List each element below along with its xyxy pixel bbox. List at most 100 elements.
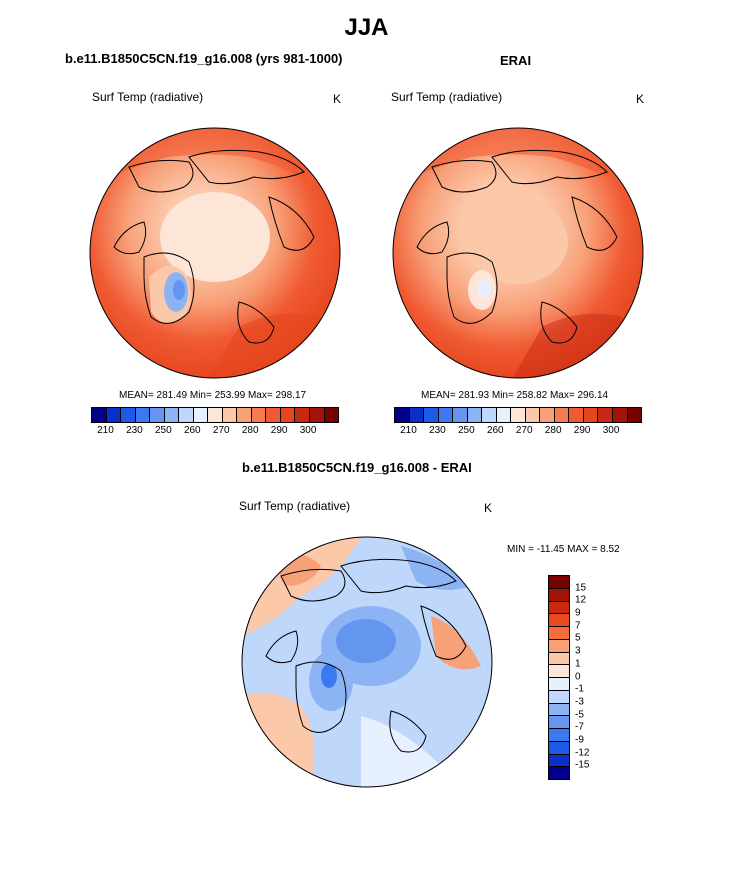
model-colorbar-tick-label: 260 [183,425,201,436]
model-colorbar-swatch [106,408,122,422]
diff-units-label: K [484,501,493,515]
model-colorbar-tick-label: 280 [241,425,259,436]
diff-colorbar-swatch [549,754,569,768]
model-colorbar-swatch [135,408,151,422]
model-colorbar-swatch [222,408,238,422]
obs-colorbar-swatch [511,408,526,422]
diff-colorbar-swatch [549,665,569,678]
diff-colorbar-swatch [549,601,569,615]
diff-colorbar-swatch [549,627,569,640]
diff-colorbar-swatch [549,767,569,779]
diff-colorbar-tick-label: -3 [575,696,584,708]
model-colorbar-swatch [193,408,209,422]
model-colorbar-tick-label: 250 [155,425,172,436]
obs-colorbar-tick-label: 250 [458,425,475,436]
obs-colorbar-swatch [627,408,642,422]
diff-colorbar [548,575,570,780]
model-variable-label: Surf Temp (radiative) [92,90,204,104]
diff-colorbar-tick-label: 3 [575,645,581,657]
obs-polar-map [392,127,644,379]
model-colorbar-tick-label: 300 [299,425,317,436]
diff-colorbar-tick-label: -15 [575,759,590,771]
model-colorbar-swatch [208,408,223,422]
obs-colorbar-tick-label: 270 [515,425,533,436]
obs-colorbar-tick-label: 260 [486,425,504,436]
obs-colorbar-swatch [453,408,468,422]
obs-units-label: K [636,92,645,106]
obs-colorbar-swatch [540,408,555,422]
model-colorbar-swatch [251,408,267,422]
model-colorbar-tick-label: 210 [97,425,114,436]
model-colorbar-swatch [309,408,325,422]
obs-colorbar-swatch [482,408,497,422]
obs-colorbar-tick-label: 210 [400,425,417,436]
obs-colorbar [394,407,642,423]
diff-polar-map [241,536,493,788]
model-colorbar-tick-label: 230 [126,425,143,436]
model-colorbar-swatch [266,408,281,422]
model-colorbar-swatch [324,408,339,422]
obs-colorbar-tick-label: 280 [544,425,562,436]
diff-colorbar-tick-label: -9 [575,734,584,746]
diff-colorbar-tick-label: 1 [575,658,581,670]
diff-colorbar-swatch [549,614,569,627]
model-colorbar-swatch [237,408,252,422]
obs-colorbar-tick-label: 300 [602,425,620,436]
figure-title: JJA [344,14,389,41]
diff-colorbar-swatch [549,588,569,602]
diff-colorbar-swatch [549,576,569,589]
diff-colorbar-swatch [549,678,569,691]
obs-colorbar-swatch [424,408,439,422]
obs-colorbar-tick-label: 290 [573,425,591,436]
diff-colorbar-tick-label: -1 [575,683,584,695]
obs-colorbar-swatch [438,408,454,422]
model-colorbar [91,407,339,423]
obs-panel-title: ERAI [500,53,532,68]
diff-colorbar-swatch [549,639,569,653]
model-colorbar-swatch [150,408,165,422]
obs-colorbar-swatch [612,408,628,422]
model-colorbar-swatch [92,408,107,422]
model-colorbar-swatch [164,408,180,422]
obs-colorbar-tick-label: 230 [429,425,446,436]
obs-colorbar-swatch [395,408,410,422]
diff-colorbar-tick-label: -12 [575,747,590,759]
model-colorbar-tick-label: 290 [270,425,288,436]
diff-colorbar-swatch [549,729,569,742]
diff-colorbar-swatch [549,690,569,704]
model-polar-map [89,127,341,379]
diff-colorbar-swatch [549,716,569,729]
diff-colorbar-tick-label: 0 [575,671,581,682]
obs-colorbar-swatch [554,408,570,422]
obs-stats: MEAN= 281.93 Min= 258.82 Max= 296.14 [421,390,609,401]
diff-colorbar-ticks: 15 12 9 7 5 3 1 0 -1 -3 -5 -7 -9 -12 -15 [575,575,605,778]
model-units-label: K [333,92,342,106]
diff-colorbar-tick-label: 7 [575,620,581,632]
obs-variable-label: Surf Temp (radiative) [391,90,503,104]
obs-colorbar-swatch [525,408,541,422]
model-panel-title: b.e11.B1850C5CN.f19_g16.008 (yrs 981-100… [65,51,343,66]
obs-colorbar-swatch [409,408,425,422]
model-colorbar-swatch [280,408,296,422]
obs-colorbar-ticks: 210 230 250 260 270 280 290 300 [394,425,640,439]
diff-colorbar-swatch [549,703,569,717]
model-colorbar-ticks: 210 230 250 260 270 280 290 300 [91,425,337,439]
obs-colorbar-swatch [569,408,584,422]
diff-colorbar-tick-label: 15 [575,582,587,594]
obs-colorbar-swatch [467,408,483,422]
model-colorbar-swatch [121,408,136,422]
diff-panel-title: b.e11.B1850C5CN.f19_g16.008 - ERAI [242,460,472,475]
diff-colorbar-tick-label: 5 [575,632,581,644]
obs-colorbar-swatch [496,408,512,422]
diff-stats: MIN = -11.45 MAX = 8.52 [507,544,620,555]
diff-colorbar-swatch [549,652,569,666]
diff-colorbar-swatch [549,741,569,755]
model-colorbar-tick-label: 270 [212,425,230,436]
obs-colorbar-swatch [598,408,613,422]
diff-colorbar-tick-label: 9 [575,607,581,619]
diff-colorbar-tick-label: -7 [575,721,584,733]
diff-colorbar-tick-label: -5 [575,709,584,721]
model-colorbar-swatch [179,408,194,422]
model-colorbar-swatch [295,408,310,422]
diff-variable-label: Surf Temp (radiative) [239,499,351,513]
